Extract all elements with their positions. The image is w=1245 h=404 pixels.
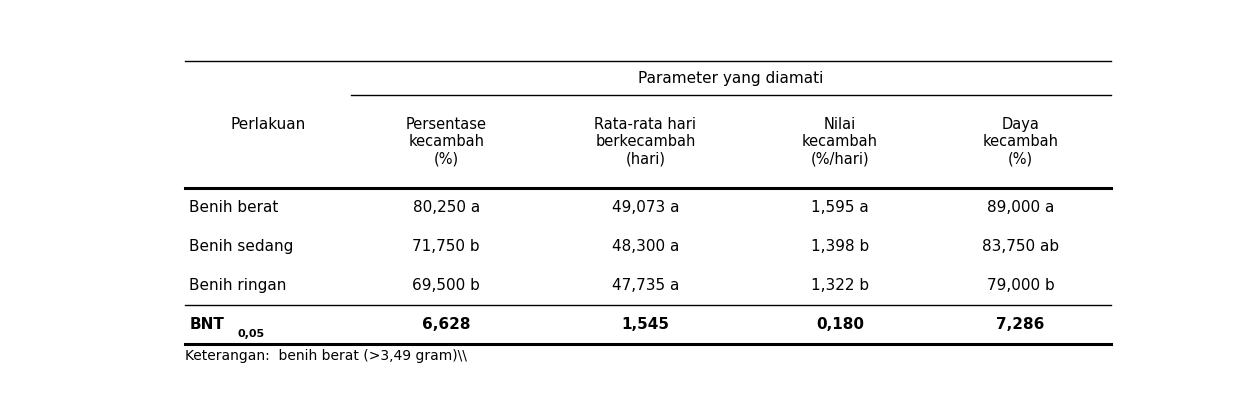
- Text: 1,322 b: 1,322 b: [810, 278, 869, 293]
- Text: 6,628: 6,628: [422, 317, 471, 332]
- Text: Perlakuan: Perlakuan: [230, 117, 305, 132]
- Text: 71,750 b: 71,750 b: [412, 239, 481, 254]
- Text: Keterangan:  benih berat (>3,49 gram)\\: Keterangan: benih berat (>3,49 gram)\\: [184, 349, 467, 363]
- Text: Nilai
kecambah
(%/hari): Nilai kecambah (%/hari): [802, 117, 878, 167]
- Text: Rata-rata hari
berkecambah
(hari): Rata-rata hari berkecambah (hari): [594, 117, 696, 167]
- Text: 48,300 a: 48,300 a: [611, 239, 679, 254]
- Text: 1,595 a: 1,595 a: [810, 200, 869, 215]
- Text: 1,398 b: 1,398 b: [810, 239, 869, 254]
- Text: Benih ringan: Benih ringan: [189, 278, 286, 293]
- Text: 69,500 b: 69,500 b: [412, 278, 481, 293]
- Text: 47,735 a: 47,735 a: [611, 278, 679, 293]
- Text: Benih berat: Benih berat: [189, 200, 279, 215]
- Text: Persentase
kecambah
(%): Persentase kecambah (%): [406, 117, 487, 167]
- Text: Daya
kecambah
(%): Daya kecambah (%): [982, 117, 1058, 167]
- Text: 79,000 b: 79,000 b: [987, 278, 1055, 293]
- Text: 49,073 a: 49,073 a: [611, 200, 679, 215]
- Text: Parameter yang diamati: Parameter yang diamati: [639, 71, 824, 86]
- Text: BNT: BNT: [189, 317, 224, 332]
- Text: 0,180: 0,180: [815, 317, 864, 332]
- Text: Benih sedang: Benih sedang: [189, 239, 294, 254]
- Text: 1,545: 1,545: [621, 317, 670, 332]
- Text: 0,05: 0,05: [238, 329, 264, 339]
- Text: 89,000 a: 89,000 a: [987, 200, 1055, 215]
- Text: 80,250 a: 80,250 a: [412, 200, 479, 215]
- Text: 83,750 ab: 83,750 ab: [982, 239, 1059, 254]
- Text: 7,286: 7,286: [996, 317, 1045, 332]
